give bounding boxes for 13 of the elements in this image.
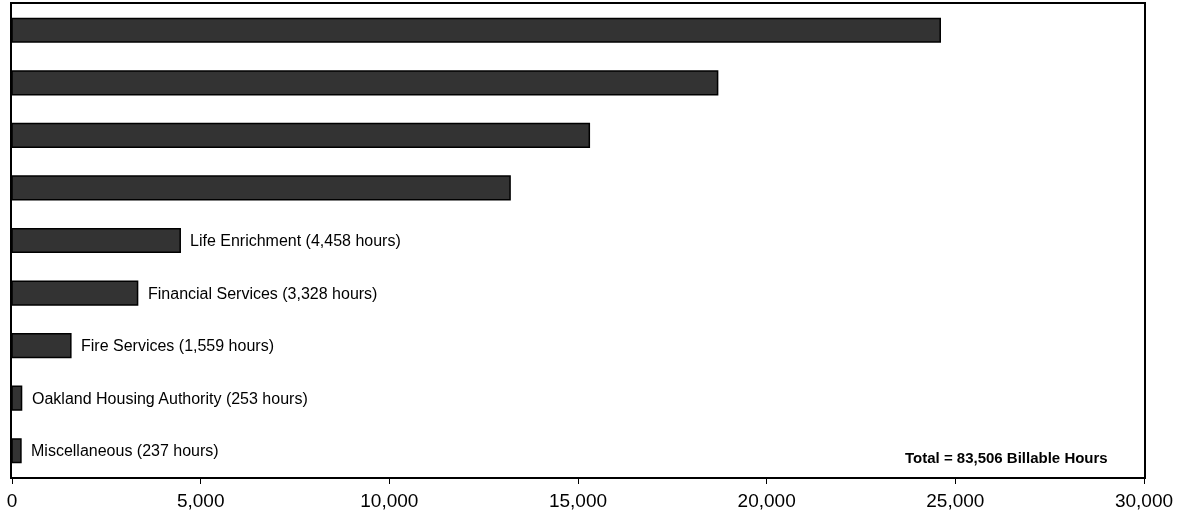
x-tick-label: 0	[6, 489, 18, 511]
x-tick-label: 30,000	[1114, 489, 1174, 511]
x-tick-label: 10,000	[360, 489, 419, 511]
y-tick-label: Oakland Housing Authority (253 hours)	[32, 390, 308, 407]
x-tick-label: 5,000	[176, 489, 225, 511]
y-tick-label: Financial Services (3,328 hours)	[148, 285, 378, 302]
x-tick-label: 25,000	[926, 489, 985, 511]
annotation: Total = 83,506 Billable Hours	[905, 449, 1108, 466]
y-tick-label: Miscellaneous (237 hours)	[31, 442, 219, 459]
x-tick-label: 20,000	[737, 489, 796, 511]
y-tick-label: Life Enrichment (4,458 hours)	[190, 232, 401, 249]
x-tick-label: 15,000	[548, 489, 608, 511]
y-tick-label: Fire Services (1,559 hours)	[81, 337, 274, 354]
